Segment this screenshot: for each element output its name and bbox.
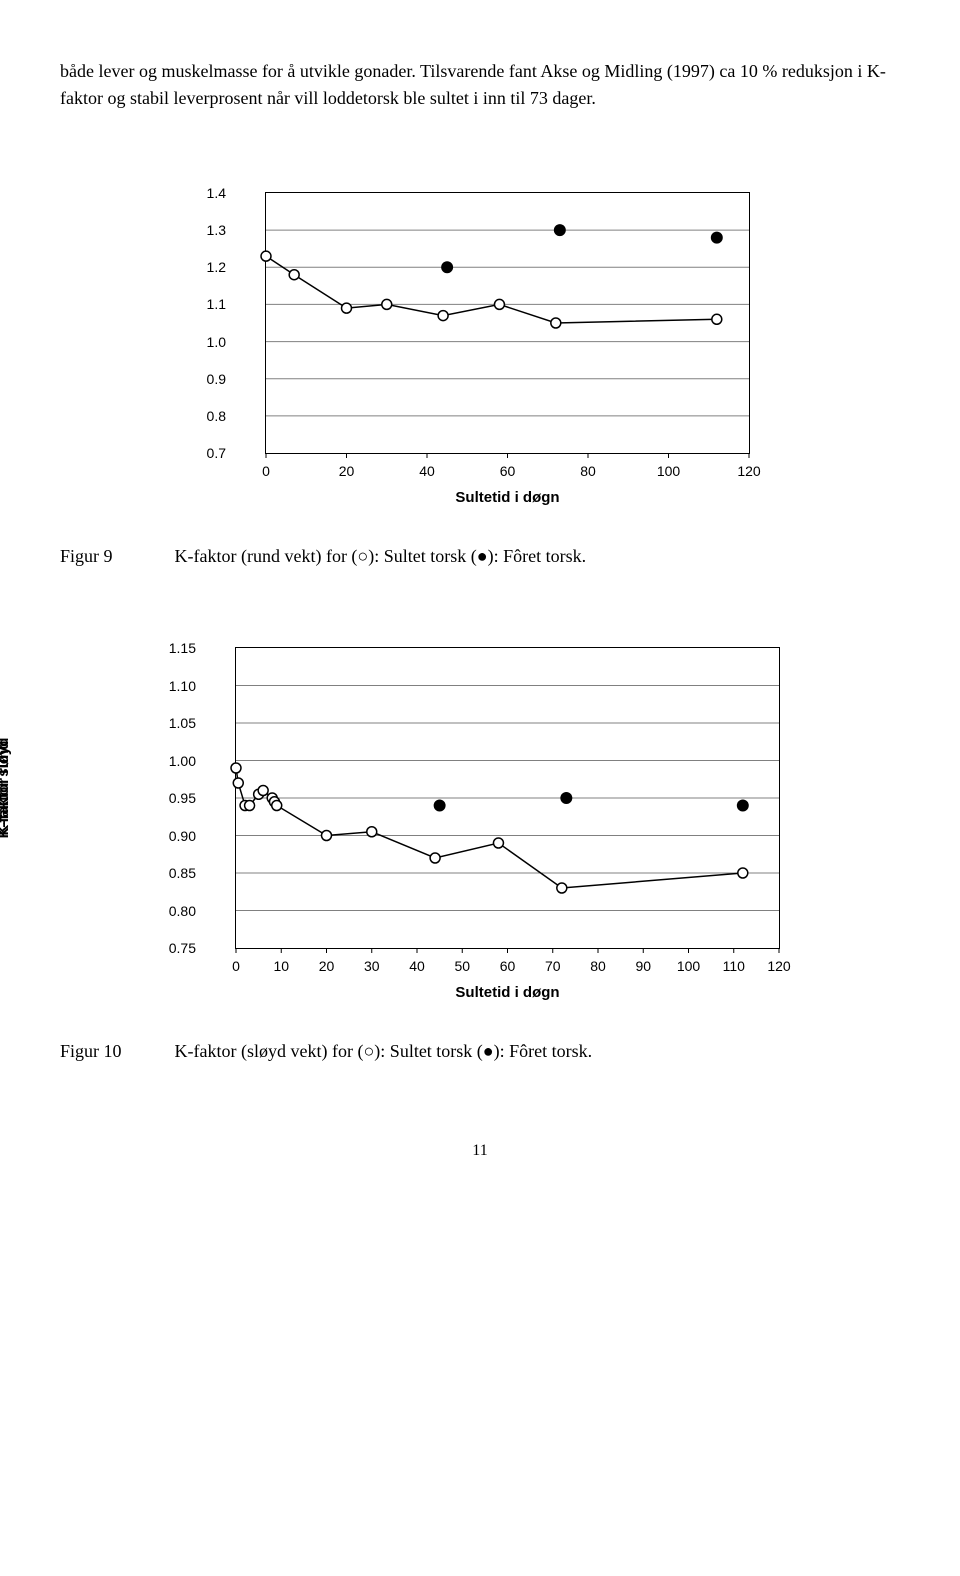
y-tick-label: 1.1	[207, 296, 226, 312]
figure10-label: Figur 10	[60, 1041, 170, 1062]
y-tick-label: 0.75	[169, 940, 196, 956]
y-tick-label: 0.8	[207, 408, 226, 424]
y-tick-label: 1.2	[207, 259, 226, 275]
figure9-label: Figur 9	[60, 546, 170, 567]
x-tick-label: 70	[545, 958, 561, 974]
chart1: 0.70.80.91.01.11.21.31.4 020406080100120	[265, 192, 750, 454]
x-tick-label: 20	[319, 958, 335, 974]
x-tick-label: 100	[677, 958, 700, 974]
intro-paragraph: både lever og muskelmasse for å utvikle …	[60, 58, 900, 112]
x-tick-label: 50	[454, 958, 470, 974]
y-tick-label: 1.0	[207, 334, 226, 350]
y-tick-label: 0.80	[169, 903, 196, 919]
figure9-text: K-faktor (rund vekt) for (○): Sultet tor…	[175, 546, 587, 567]
x-tick-label: 0	[232, 958, 240, 974]
x-tick-label: 60	[500, 463, 516, 479]
x-tick-label: 40	[419, 463, 435, 479]
figure9-caption: Figur 9 K-faktor (rund vekt) for (○): Su…	[60, 546, 900, 567]
y-tick-label: 1.3	[207, 222, 226, 238]
x-tick-label: 120	[737, 463, 760, 479]
chart2-plot-area	[236, 648, 779, 948]
x-tick-label: 90	[635, 958, 651, 974]
y-tick-label: 1.05	[169, 715, 196, 731]
chart1-plot-area	[266, 193, 749, 453]
x-tick-label: 80	[590, 958, 606, 974]
x-tick-label: 80	[580, 463, 596, 479]
figure10-caption: Figur 10 K-faktor (sløyd vekt) for (○): …	[60, 1041, 900, 1062]
chart2-container: K-faktor sløyd 0.750.800.850.900.951.001…	[180, 647, 780, 1001]
y-tick-label: 0.7	[207, 445, 226, 461]
x-tick-label: 100	[657, 463, 680, 479]
chart2-x-title: Sultetid i døgn	[235, 984, 780, 1001]
y-tick-label: 1.10	[169, 678, 196, 694]
chart2: 0.750.800.850.900.951.001.051.101.15 010…	[235, 647, 780, 949]
figure10-text: K-faktor (sløyd vekt) for (○): Sultet to…	[175, 1041, 593, 1062]
x-tick-label: 20	[339, 463, 355, 479]
chart2-svg	[236, 648, 779, 948]
y-tick-label: 1.4	[207, 185, 226, 201]
x-tick-label: 10	[273, 958, 289, 974]
y-tick-label: 0.90	[169, 828, 196, 844]
y-tick-label: 0.95	[169, 790, 196, 806]
chart1-svg	[266, 193, 749, 453]
x-tick-label: 110	[723, 958, 745, 974]
y-tick-label: 1.00	[169, 753, 196, 769]
x-tick-label: 30	[364, 958, 380, 974]
x-tick-label: 60	[500, 958, 516, 974]
chart1-x-title: Sultetid i døgn	[265, 489, 750, 506]
y-tick-label: 0.85	[169, 865, 196, 881]
x-tick-label: 120	[767, 958, 790, 974]
x-tick-label: 0	[262, 463, 270, 479]
x-tick-label: 40	[409, 958, 425, 974]
y-tick-label: 1.15	[169, 640, 196, 656]
page-number: 11	[60, 1142, 900, 1160]
y-tick-label: 0.9	[207, 371, 226, 387]
chart2-y-title: K-faktor sløyd	[0, 738, 12, 839]
chart1-container: K-faktor rund 0.70.80.91.01.11.21.31.4 0…	[210, 192, 750, 506]
